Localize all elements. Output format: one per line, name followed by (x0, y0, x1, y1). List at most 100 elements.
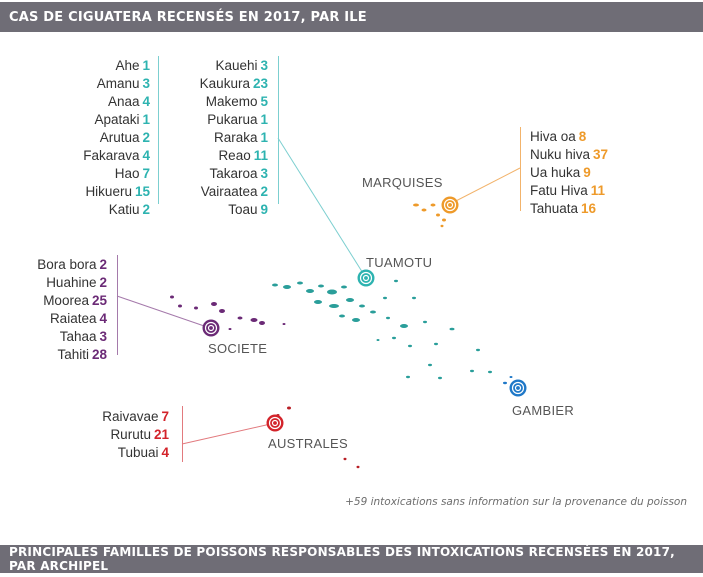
island-case-count: 2 (260, 184, 268, 199)
islands-tuamotu (272, 279, 492, 380)
list-tuamotu-col2: Kauehi 3 Kaukura 23 Makemo 5 Pukarua 1 Raraka 1 Re… (200, 57, 268, 219)
island-name: Pukarua (207, 112, 258, 127)
societe-separator (117, 255, 118, 355)
island-case-count: 3 (260, 166, 268, 181)
island-row: Huahine 2 (37, 274, 107, 292)
island-name: Ahe (115, 58, 140, 73)
island-name: Amanu (96, 76, 140, 91)
island-name: Vairaatea (200, 184, 258, 199)
island-row: Nuku hiva 37 (530, 146, 608, 164)
island-case-count: 2 (142, 202, 150, 217)
tuamotu-separator-2 (278, 56, 279, 204)
island-case-count: 2 (142, 130, 150, 145)
note-unknown-origin: +59 intoxications sans information sur l… (345, 496, 687, 508)
island-row: Reao 11 (200, 147, 268, 165)
islands-marquises (413, 203, 446, 228)
island-name: Nuku hiva (530, 147, 591, 162)
island-case-count: 2 (99, 257, 107, 272)
island-row: Fatu Hiva 11 (530, 182, 608, 200)
label-tuamotu: TUAMOTU (366, 255, 433, 270)
island-case-count: 4 (142, 148, 150, 163)
island-name: Raivavae (102, 409, 159, 424)
island-case-count: 1 (260, 130, 268, 145)
island-case-count: 1 (142, 58, 150, 73)
island-name: Huahine (46, 275, 97, 290)
island-row: Kauehi 3 (200, 57, 268, 75)
island-name: Makemo (205, 94, 258, 109)
island-name: Arutua (99, 130, 140, 145)
header-banner: CAS DE CIGUATERA RECENSÉS EN 2017, PAR I… (0, 2, 703, 32)
marker-australes (266, 414, 284, 432)
island-case-count: 4 (142, 94, 150, 109)
label-marquises: MARQUISES (362, 175, 443, 190)
island-name: Apataki (94, 112, 140, 127)
island-case-count: 23 (252, 76, 268, 91)
island-case-count: 4 (99, 311, 107, 326)
list-australes: Raivavae 7 Rurutu 21 Tubuai 4 (102, 408, 169, 462)
island-row: Bora bora 2 (37, 256, 107, 274)
island-row: Ua huka 9 (530, 164, 608, 182)
island-case-count: 11 (590, 183, 606, 198)
footer-banner: PRINCIPALES FAMILLES DE POISSONS RESPONS… (0, 545, 703, 573)
island-row: Katiu 2 (83, 201, 150, 219)
island-name: Kauehi (215, 58, 258, 73)
leader-line-societe (116, 295, 211, 329)
island-case-count: 7 (142, 166, 150, 181)
island-row: Makemo 5 (200, 93, 268, 111)
island-name: Toau (228, 202, 258, 217)
island-row: Hikueru 15 (83, 183, 150, 201)
island-row: Raivavae 7 (102, 408, 169, 426)
island-case-count: 5 (260, 94, 268, 109)
island-row: Rurutu 21 (102, 426, 169, 444)
islands-societe (170, 295, 286, 330)
marker-tuamotu (357, 269, 375, 287)
list-societe: Bora bora 2 Huahine 2 Moorea 25 Raiatea 4 Tahaa 3… (37, 256, 107, 364)
island-name: Raiatea (49, 311, 97, 326)
islands-gambier (503, 376, 513, 385)
label-societe: SOCIETE (208, 341, 268, 356)
island-row: Moorea 25 (37, 292, 107, 310)
island-row: Vairaatea 2 (200, 183, 268, 201)
island-name: Tahuata (530, 201, 579, 216)
island-name: Rurutu (110, 427, 151, 442)
island-row: Hao 7 (83, 165, 150, 183)
island-name: Tahiti (57, 347, 89, 362)
island-row: Toau 9 (200, 201, 268, 219)
australes-separator (182, 406, 183, 462)
island-row: Tahuata 16 (530, 200, 608, 218)
island-case-count: 7 (161, 409, 169, 424)
island-name: Fatu Hiva (530, 183, 588, 198)
island-row: Tahiti 28 (37, 346, 107, 364)
marker-marquises (441, 196, 459, 214)
tuamotu-separator-1 (158, 56, 159, 204)
island-case-count: 8 (578, 129, 587, 144)
island-name: Fakarava (83, 148, 140, 163)
island-row: Ahe 1 (83, 57, 150, 75)
island-case-count: 11 (253, 148, 268, 163)
island-row: Takaroa 3 (200, 165, 268, 183)
label-gambier: GAMBIER (512, 403, 575, 418)
island-name: Hao (114, 166, 140, 181)
island-name: Anaa (107, 94, 140, 109)
island-name: Moorea (43, 293, 89, 308)
island-row: Tubuai 4 (102, 444, 169, 462)
island-name: Raraka (213, 130, 258, 145)
island-name: Tubuai (117, 445, 159, 460)
list-tuamotu-col1: Ahe 1 Amanu 3 Anaa 4 Apataki 1 Arutua 2 Fakarava 4 H… (83, 57, 150, 219)
island-name: Hiva oa (530, 129, 576, 144)
island-name: Takaroa (209, 166, 258, 181)
island-row: Amanu 3 (83, 75, 150, 93)
island-name: Reao (218, 148, 251, 163)
island-name: Hikueru (85, 184, 132, 199)
island-case-count: 4 (161, 445, 169, 460)
island-row: Raiatea 4 (37, 310, 107, 328)
island-row: Tahaa 3 (37, 328, 107, 346)
island-case-count: 16 (581, 201, 597, 216)
leader-line-tuamotu (277, 137, 367, 279)
island-case-count: 15 (134, 184, 150, 199)
island-row: Raraka 1 (200, 129, 268, 147)
label-australes: AUSTRALES (268, 436, 349, 451)
island-case-count: 1 (260, 112, 268, 127)
island-row: Apataki 1 (83, 111, 150, 129)
island-name: Katiu (108, 202, 140, 217)
